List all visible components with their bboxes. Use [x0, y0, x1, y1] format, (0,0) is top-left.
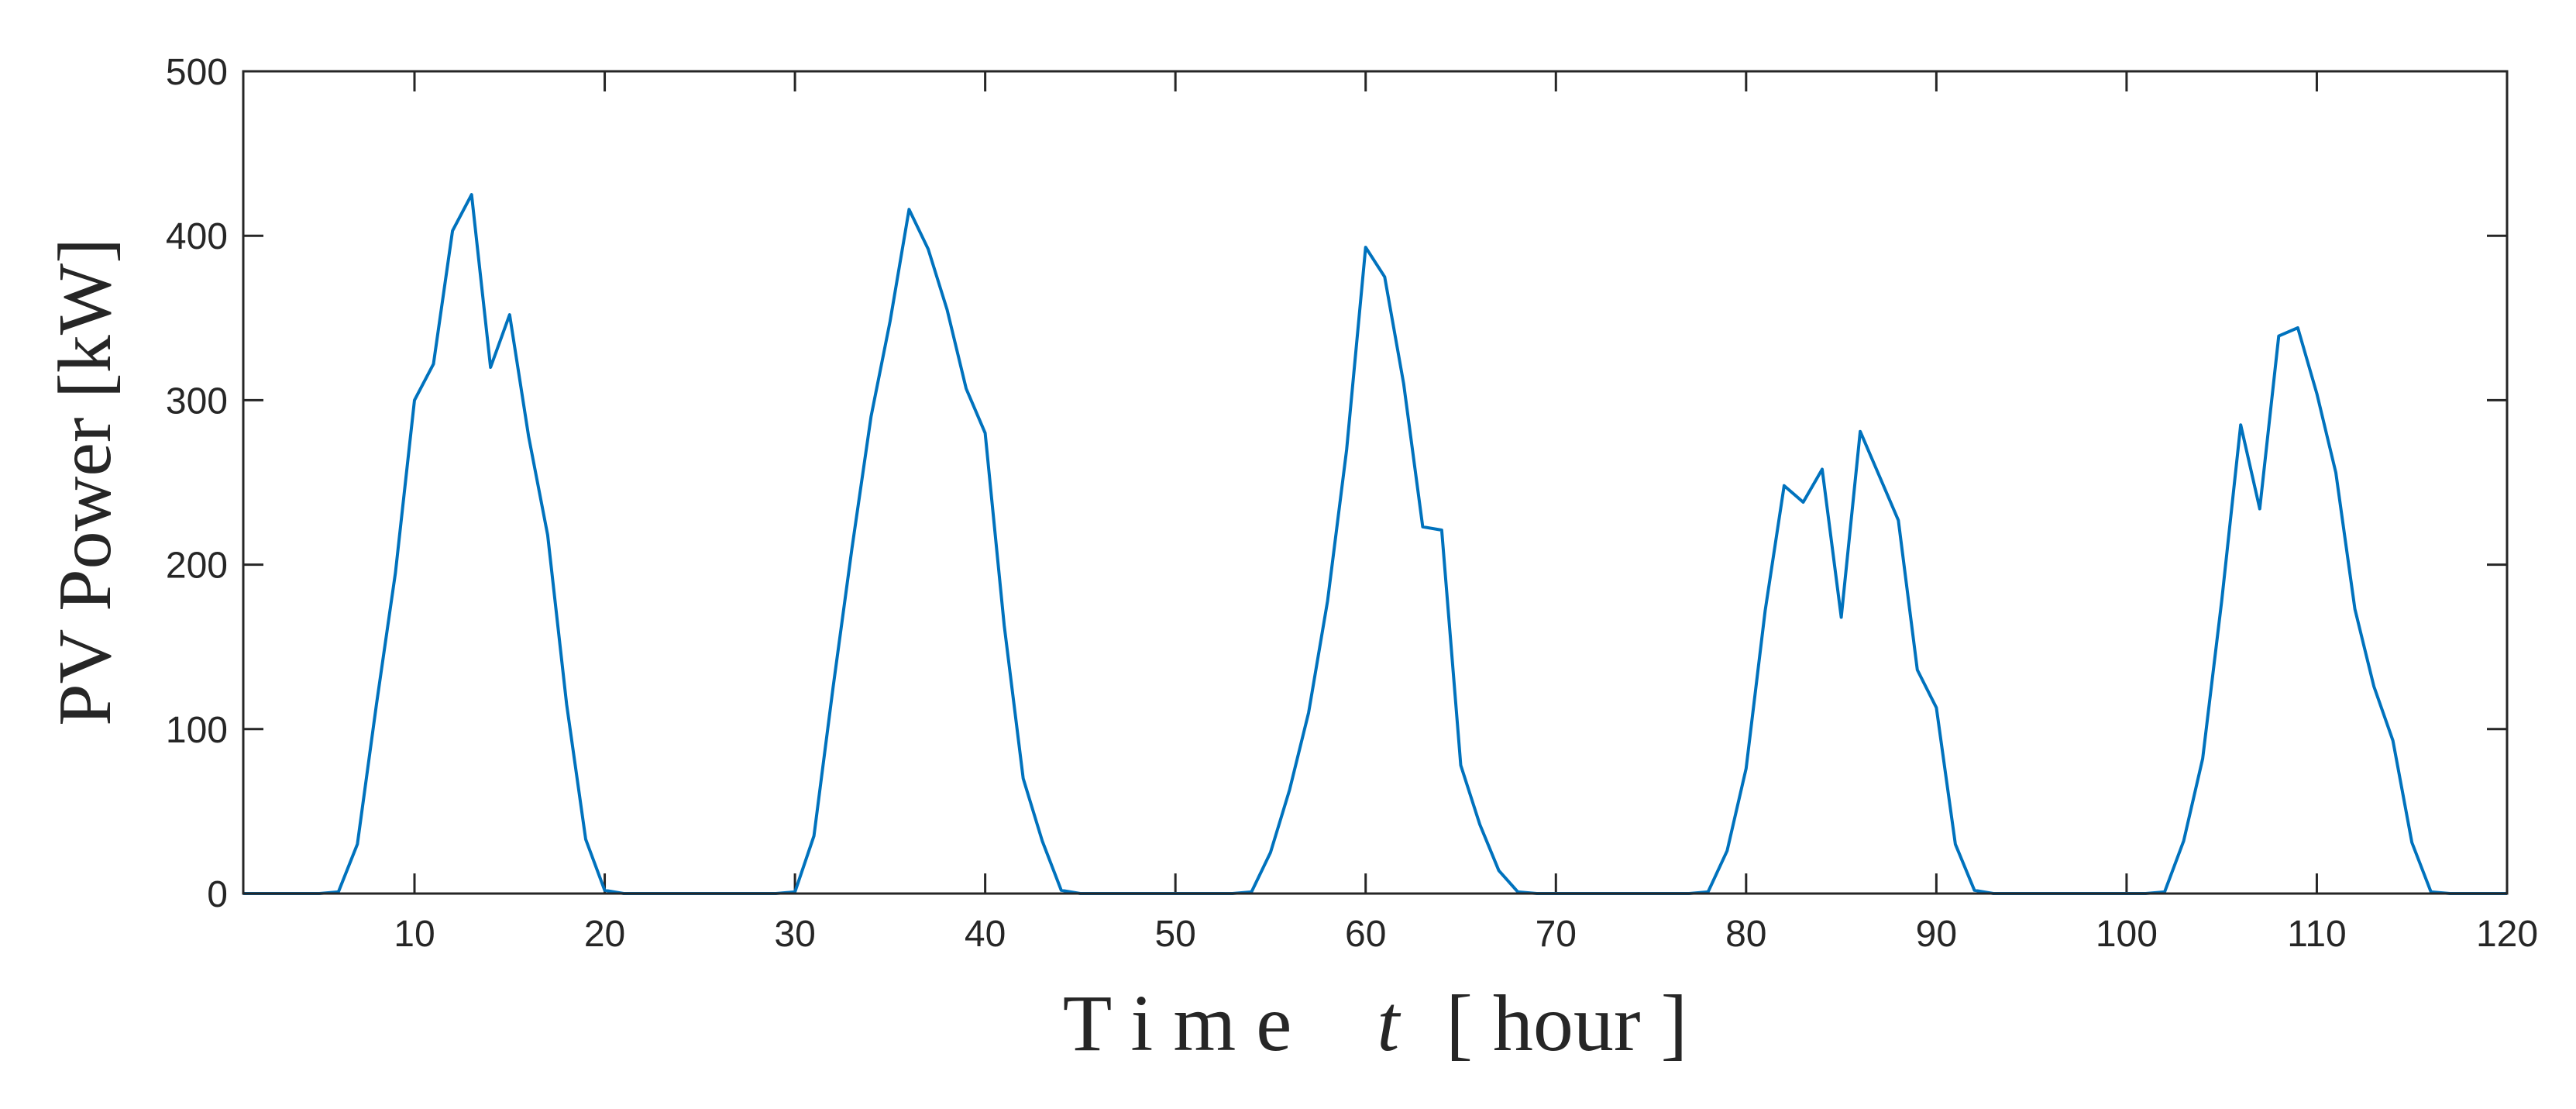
- x-tick-label: 70: [1536, 914, 1577, 955]
- plot-area: [243, 71, 2507, 894]
- x-tick-label: 120: [2476, 914, 2538, 955]
- y-tick-label: 100: [166, 710, 228, 751]
- x-tick-label: 40: [965, 914, 1006, 955]
- y-tick-label: 200: [166, 546, 228, 587]
- x-tick-label: 10: [394, 914, 435, 955]
- x-tick-label: 100: [2096, 914, 2158, 955]
- x-axis-ticks: 10 20 30 40 50 60 70 80 90 100 110 120: [394, 71, 2538, 955]
- x-tick-label: 50: [1154, 914, 1195, 955]
- y-tick-label: 500: [166, 52, 228, 93]
- x-axis-title-variable: t: [1377, 979, 1401, 1068]
- x-tick-label: 60: [1345, 914, 1386, 955]
- y-axis-title: PV Power [kW]: [43, 238, 127, 726]
- y-tick-label: 0: [207, 874, 228, 915]
- plot-frame: [242, 70, 2509, 895]
- y-tick-label: 300: [166, 381, 228, 422]
- x-tick-label: 20: [584, 914, 625, 955]
- y-axis-ticks: 0 100 200 300 400 500: [166, 52, 2507, 915]
- x-axis-title-unit: [ hour ]: [1446, 979, 1687, 1068]
- x-tick-label: 80: [1725, 914, 1766, 955]
- x-axis-title: T i m e t [ hour ]: [1063, 979, 1687, 1068]
- x-tick-label: 110: [2287, 914, 2347, 955]
- y-tick-label: 400: [166, 216, 228, 257]
- x-tick-label: 90: [1916, 914, 1957, 955]
- x-axis-title-prefix: T i m e: [1063, 979, 1292, 1068]
- x-tick-label: 30: [774, 914, 815, 955]
